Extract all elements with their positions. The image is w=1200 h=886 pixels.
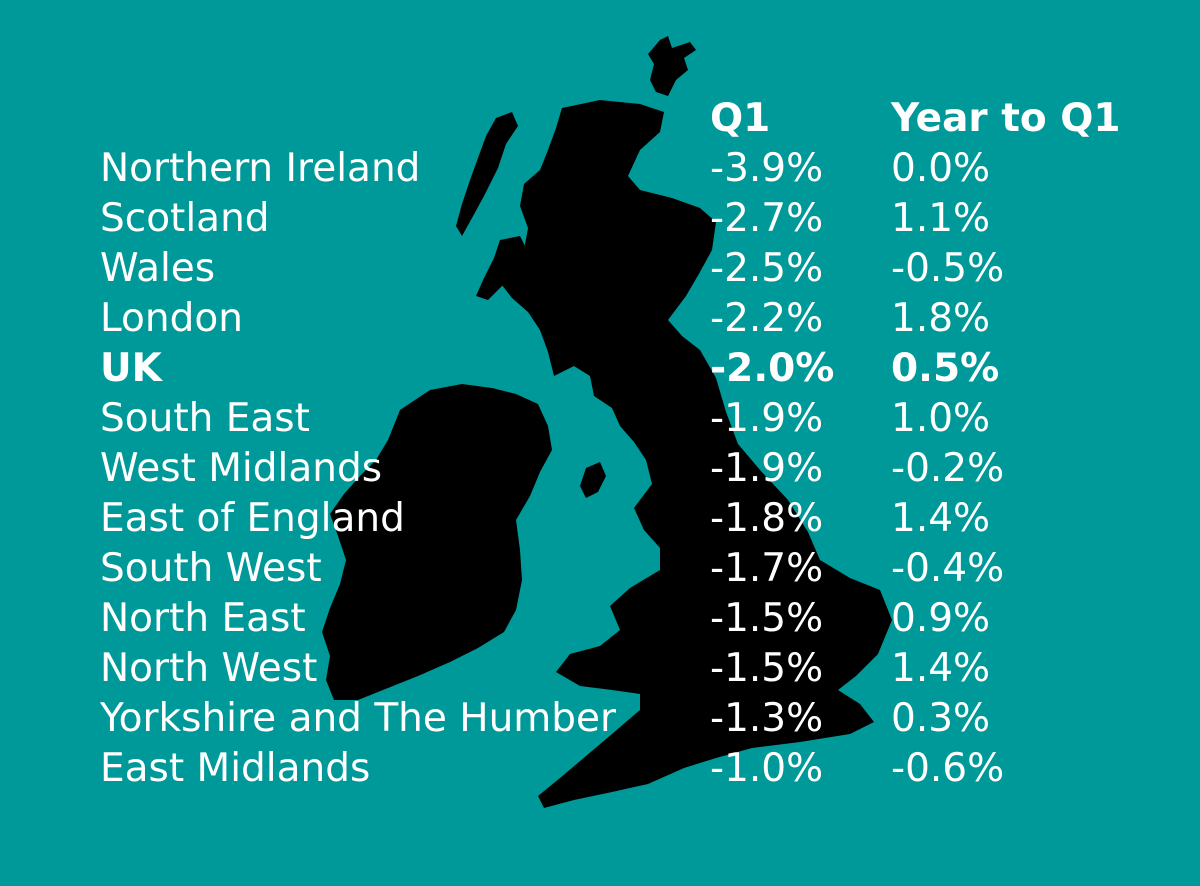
region-year-value: 1.4%	[891, 646, 991, 691]
region-year-value: 0.3%	[891, 696, 991, 741]
table-row: East Midlands -1.0% -0.6%	[0, 744, 1200, 794]
table-row: West Midlands -1.9% -0.2%	[0, 444, 1200, 494]
shetland-islands-shape	[648, 36, 696, 96]
table-row: Northern Ireland -3.9% 0.0%	[0, 144, 1200, 194]
region-year-value: 1.0%	[891, 396, 991, 441]
region-q1-value: -1.0%	[710, 746, 824, 791]
region-name: UK	[100, 346, 162, 391]
region-name: Wales	[100, 246, 216, 291]
region-year-value: 1.4%	[891, 496, 991, 541]
region-q1-value: -1.9%	[710, 396, 824, 441]
region-q1-value: -1.5%	[710, 596, 824, 641]
region-q1-value: -1.8%	[710, 496, 824, 541]
ireland-shape	[322, 384, 552, 700]
region-year-value: 1.8%	[891, 296, 991, 341]
region-q1-value: -1.5%	[710, 646, 824, 691]
region-year-value: -0.4%	[891, 546, 1005, 591]
region-name: Yorkshire and The Humber	[100, 696, 617, 741]
header-year-to-q1: Year to Q1	[891, 96, 1121, 141]
region-year-value: -0.6%	[891, 746, 1005, 791]
table-row: London -2.2% 1.8%	[0, 294, 1200, 344]
inner-hebrides-shape	[476, 236, 528, 300]
region-q1-value: -1.9%	[710, 446, 824, 491]
region-name: South East	[100, 396, 310, 441]
table-row: South West -1.7% -0.4%	[0, 544, 1200, 594]
table-row: North West -1.5% 1.4%	[0, 644, 1200, 694]
region-q1-value: -2.0%	[710, 346, 835, 391]
region-q1-value: -2.7%	[710, 196, 824, 241]
region-q1-value: -1.3%	[710, 696, 824, 741]
header-row: Q1 Year to Q1	[0, 94, 1200, 144]
table-row-uk-total: UK -2.0% 0.5%	[0, 344, 1200, 394]
region-q1-value: -2.2%	[710, 296, 824, 341]
region-name: North East	[100, 596, 306, 641]
header-q1: Q1	[710, 96, 771, 141]
table-row: Wales -2.5% -0.5%	[0, 244, 1200, 294]
region-q1-value: -2.5%	[710, 246, 824, 291]
region-q1-value: -3.9%	[710, 146, 824, 191]
region-name: West Midlands	[100, 446, 383, 491]
table-row: North East -1.5% 0.9%	[0, 594, 1200, 644]
region-name: North West	[100, 646, 318, 691]
region-name: South West	[100, 546, 322, 591]
region-year-value: 0.5%	[891, 346, 1000, 391]
region-year-value: -0.5%	[891, 246, 1005, 291]
region-year-value: 1.1%	[891, 196, 991, 241]
table-row: Yorkshire and The Humber -1.3% 0.3%	[0, 694, 1200, 744]
table-row: East of England -1.8% 1.4%	[0, 494, 1200, 544]
outer-hebrides-shape	[456, 112, 518, 236]
table-row: South East -1.9% 1.0%	[0, 394, 1200, 444]
region-name: Scotland	[100, 196, 270, 241]
great-britain-shape	[498, 100, 892, 808]
region-name: London	[100, 296, 243, 341]
region-q1-value: -1.7%	[710, 546, 824, 591]
region-name: East of England	[100, 496, 405, 541]
region-name: East Midlands	[100, 746, 371, 791]
region-year-value: 0.0%	[891, 146, 991, 191]
region-name: Northern Ireland	[100, 146, 421, 191]
table-row: Scotland -2.7% 1.1%	[0, 194, 1200, 244]
isle-of-man-shape	[580, 462, 606, 498]
region-year-value: -0.2%	[891, 446, 1005, 491]
region-year-value: 0.9%	[891, 596, 991, 641]
